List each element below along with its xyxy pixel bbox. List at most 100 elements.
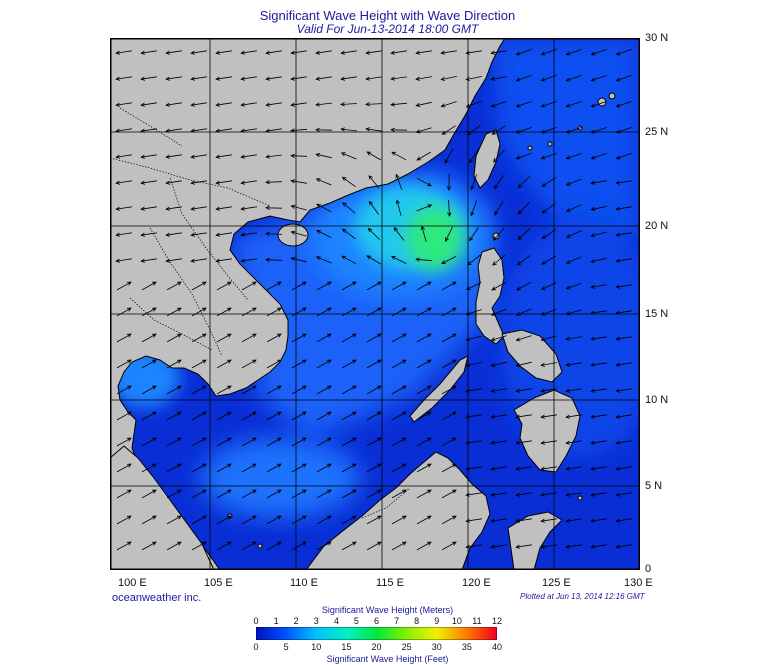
wave-arrow — [340, 102, 358, 107]
wave-arrow — [266, 359, 282, 369]
wave-arrow — [590, 310, 607, 315]
wave-arrow — [365, 127, 382, 132]
wave-arrow — [565, 466, 582, 471]
wave-arrow — [240, 180, 257, 185]
wave-arrow — [365, 50, 382, 55]
wave-arrow — [615, 518, 632, 523]
luzon-island — [475, 247, 505, 345]
wave-arrow — [265, 102, 282, 107]
wave-arrow — [515, 75, 532, 82]
wave-arrow — [215, 102, 232, 107]
wave-arrow — [116, 281, 132, 291]
wave-arrow — [240, 50, 257, 55]
wave-arrow — [416, 489, 432, 499]
wave-arrow — [515, 127, 532, 134]
wave-arrow — [115, 102, 132, 107]
wave-arrow — [216, 385, 232, 395]
legend-feet-tick: 25 — [401, 642, 412, 652]
wave-height-map[interactable] — [110, 38, 640, 570]
wave-arrow — [416, 411, 432, 421]
wave-arrow — [515, 466, 532, 471]
wave-arrow — [341, 333, 357, 343]
wave-arrow — [165, 232, 182, 237]
wave-arrow — [393, 226, 405, 241]
wave-arrow — [240, 258, 257, 263]
wave-arrow — [140, 128, 157, 133]
wave-arrow — [140, 180, 157, 185]
wave-arrow — [540, 101, 557, 108]
wave-arrow — [615, 127, 632, 134]
wave-arrow — [590, 257, 607, 264]
wave-arrow — [540, 308, 557, 316]
legend-meters-tick: 0 — [253, 616, 259, 626]
wave-arrow — [190, 180, 207, 185]
wave-arrow — [590, 414, 607, 419]
wave-arrow — [340, 76, 357, 81]
wave-arrow — [291, 307, 307, 317]
wave-arrow — [141, 333, 157, 343]
wave-arrow — [216, 333, 232, 343]
wave-arrow — [615, 75, 632, 82]
wave-arrow — [490, 76, 507, 81]
wave-arrow — [395, 173, 403, 190]
wave-arrow — [465, 388, 482, 393]
wave-arrow — [141, 515, 157, 525]
wave-arrow — [215, 232, 232, 237]
wave-arrow — [390, 76, 407, 81]
wave-arrow — [540, 492, 557, 497]
wave-arrow — [565, 414, 582, 419]
wave-arrow — [190, 258, 207, 263]
wave-arrow — [541, 202, 556, 214]
wave-arrow — [540, 388, 557, 393]
wave-arrow — [265, 205, 283, 210]
wave-arrow — [366, 437, 382, 447]
wave-arrow — [416, 307, 432, 317]
wave-arrow — [141, 437, 157, 447]
wave-arrow — [241, 541, 257, 551]
wave-arrow — [190, 206, 207, 211]
wave-arrow — [517, 228, 531, 241]
wave-arrow — [416, 359, 432, 369]
legend-meters-tick: 9 — [434, 616, 440, 626]
wave-arrow — [615, 362, 632, 367]
wave-arrow — [341, 437, 357, 447]
wave-arrow — [141, 307, 157, 317]
wave-arrow — [265, 231, 283, 236]
wave-arrow — [490, 414, 507, 419]
wave-arrow — [290, 153, 308, 158]
lon-label-100e: 100 E — [118, 577, 147, 589]
wave-arrow — [441, 489, 457, 499]
wave-arrow — [141, 463, 157, 473]
wave-arrow — [416, 437, 432, 447]
map-frame — [110, 38, 640, 570]
wave-arrow — [615, 153, 632, 160]
wave-arrow — [590, 75, 607, 82]
legend-feet-tick: 35 — [461, 642, 472, 652]
lat-label-15n: 15 N — [645, 308, 669, 320]
wave-arrow — [191, 359, 207, 369]
wave-arrow — [266, 489, 282, 499]
wave-arrow — [166, 463, 182, 473]
wave-arrow — [341, 463, 357, 473]
legend-feet-tick: 5 — [283, 642, 289, 652]
wave-arrow — [116, 385, 132, 395]
lon-label-115e: 115 E — [376, 577, 404, 589]
wave-arrow — [391, 151, 407, 161]
wave-arrow — [516, 254, 531, 266]
wave-arrow — [241, 359, 257, 369]
wave-arrow — [191, 333, 207, 343]
land — [110, 38, 616, 570]
wave-arrow — [468, 227, 479, 242]
wave-arrow — [316, 281, 332, 291]
wave-arrow — [615, 466, 632, 471]
wave-arrow — [265, 76, 282, 81]
wave-arrow — [240, 102, 257, 107]
wave-arrow — [465, 544, 482, 549]
wave-arrow — [341, 307, 357, 317]
wave-direction-arrows — [115, 49, 632, 551]
wave-arrow — [366, 541, 382, 551]
wave-arrow — [540, 362, 557, 367]
wave-arrow — [140, 50, 157, 55]
wave-arrow — [441, 515, 457, 525]
wave-arrow — [240, 154, 257, 159]
